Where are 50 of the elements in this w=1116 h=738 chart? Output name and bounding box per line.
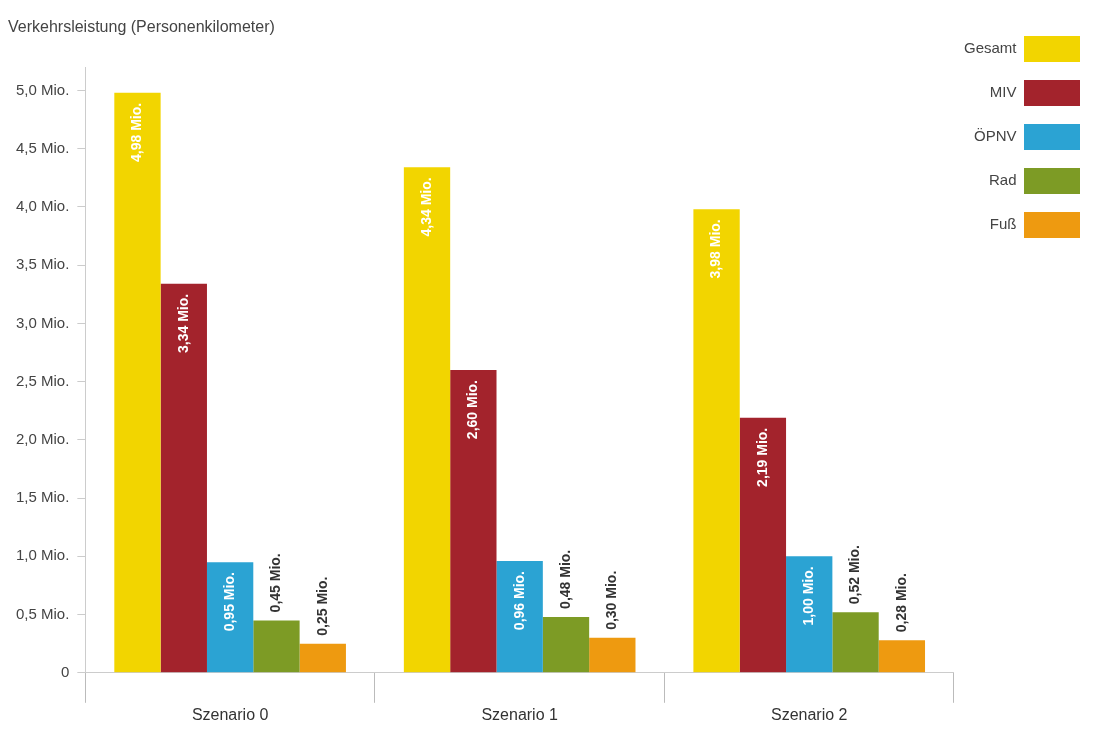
bar	[832, 612, 879, 673]
y-tick-label: 4,5 Mio.	[16, 138, 70, 156]
y-tick-label: 5,0 Mio.	[16, 80, 70, 98]
x-tick-label: Szenario 1	[481, 705, 559, 723]
y-tick-label: 2,0 Mio.	[16, 430, 70, 448]
data-label: 3,34 Mio.	[174, 293, 191, 353]
y-tick-label: 3,0 Mio.	[16, 313, 70, 331]
bar	[496, 561, 543, 673]
bar	[693, 209, 740, 673]
y-axis-title: Verkehrsleistung (Personenkilometer)	[8, 18, 275, 36]
bar	[589, 637, 636, 673]
data-label: 1,00 Mio.	[800, 566, 817, 626]
bar	[739, 417, 787, 673]
legend-label: MIV	[989, 83, 1017, 101]
data-label: 2,60 Mio.	[464, 380, 481, 440]
data-label: 0,28 Mio.	[892, 573, 909, 633]
y-tick-label: 0	[61, 662, 70, 680]
legend-label: Rad	[988, 171, 1017, 189]
bar	[299, 643, 346, 673]
data-label: 0,95 Mio.	[220, 572, 237, 632]
bar	[160, 283, 207, 673]
x-tick-label: Szenario 0	[191, 705, 269, 723]
bar	[786, 556, 833, 673]
y-tick-label: 3,5 Mio.	[16, 255, 70, 273]
y-tick-label: 1,0 Mio.	[16, 546, 70, 564]
legend-label: Gesamt	[963, 39, 1018, 57]
x-tick-label: Szenario 2	[770, 705, 848, 723]
data-label: 0,25 Mio.	[313, 576, 330, 636]
data-label: 0,96 Mio.	[510, 571, 527, 631]
bar	[253, 620, 300, 673]
y-tick-label: 1,5 Mio.	[16, 488, 70, 506]
y-tick-label: 0,5 Mio.	[16, 604, 70, 622]
bar	[878, 640, 926, 673]
bar	[403, 167, 451, 673]
legend-label: ÖPNV	[973, 127, 1017, 145]
bar	[542, 616, 590, 673]
data-label: 0,48 Mio.	[556, 549, 573, 609]
data-label: 0,52 Mio.	[846, 545, 863, 605]
data-label: 0,45 Mio.	[267, 553, 284, 613]
data-label: 4,98 Mio.	[128, 102, 145, 162]
data-label: 2,19 Mio.	[753, 427, 770, 487]
data-label: 3,98 Mio.	[707, 219, 724, 279]
data-label: 0,30 Mio.	[603, 570, 620, 630]
y-tick-label: 2,5 Mio.	[16, 371, 70, 389]
y-tick-label: 4,0 Mio.	[16, 197, 70, 215]
bar	[114, 92, 161, 673]
bar	[450, 370, 497, 673]
bar	[206, 562, 254, 673]
data-label: 4,34 Mio.	[417, 177, 434, 237]
legend-label: Fuß	[989, 215, 1017, 233]
